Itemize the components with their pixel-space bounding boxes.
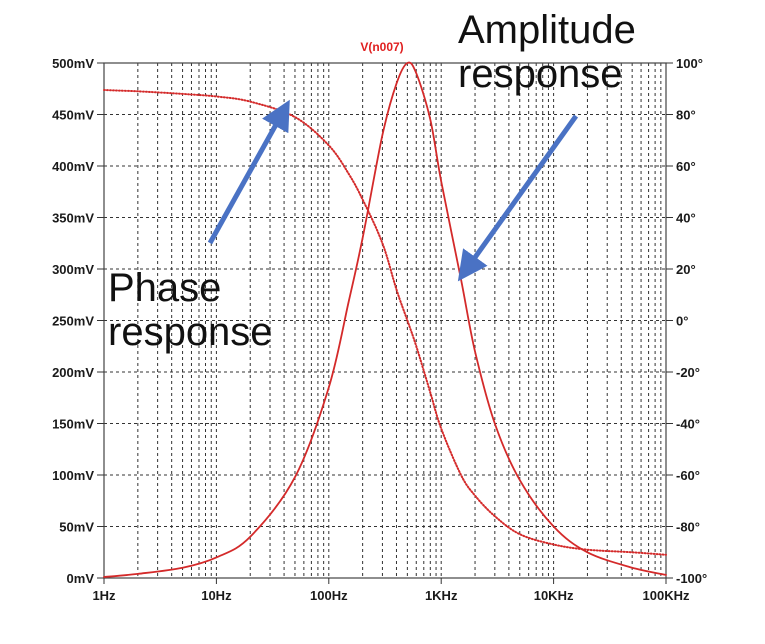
y-left-tick-label: 350mV: [52, 211, 94, 226]
y-right-tick-label: -80°: [676, 520, 700, 535]
x-tick-label: 100KHz: [643, 588, 690, 603]
amplitude-trace: [103, 61, 667, 578]
x-tick-label: 1Hz: [92, 588, 116, 603]
y-right-tick-label: -20°: [676, 365, 700, 380]
annotation-amplitude: Amplitude response: [458, 8, 636, 96]
y-right-tick-label: 40°: [676, 211, 696, 226]
y-right-tick-label: -60°: [676, 468, 700, 483]
phase-arrow: [207, 99, 290, 245]
x-tick-label: 100Hz: [310, 588, 348, 603]
y-right-tick-label: 60°: [676, 159, 696, 174]
annotation-arrows: [207, 99, 579, 282]
amplitude-arrow: [457, 114, 579, 282]
y-left-tick-label: 400mV: [52, 159, 94, 174]
y-left-tick-label: 150mV: [52, 417, 94, 432]
annotation-amplitude-line-1: Amplitude: [458, 8, 636, 52]
axis-ticks: 0mV 50mV 100mV 150mV 200mV 250mV 300mV 350mV 400…: [52, 56, 707, 603]
y-left-tick-label: 50mV: [59, 520, 94, 535]
annotation-phase-line-1: Phase: [108, 266, 222, 310]
y-left-tick-label: 250mV: [52, 314, 94, 329]
y-left-tick-label: 300mV: [52, 262, 94, 277]
y-right-tick-label: 80°: [676, 108, 696, 123]
y-left-tick-label: 100mV: [52, 468, 94, 483]
y-right-tick-label: 100°: [676, 56, 703, 71]
y-right-tick-label: 20°: [676, 262, 696, 277]
annotation-amplitude-line-2: response: [458, 52, 623, 96]
x-tick-label: 1KHz: [425, 588, 458, 603]
y-left-tick-label: 0mV: [67, 571, 95, 586]
phase-trace: [103, 89, 667, 556]
x-tick-label: 10KHz: [534, 588, 574, 603]
data-traces: [103, 61, 667, 578]
annotation-phase: Phase response: [108, 266, 273, 354]
x-tick-label: 10Hz: [201, 588, 232, 603]
annotation-phase-line-2: response: [108, 310, 273, 354]
y-right-tick-label: -100°: [676, 571, 707, 586]
trace-title: V(n007): [360, 40, 403, 54]
y-left-tick-label: 450mV: [52, 108, 94, 123]
y-left-tick-label: 500mV: [52, 56, 94, 71]
y-right-tick-label: 0°: [676, 314, 688, 329]
y-right-tick-label: -40°: [676, 417, 700, 432]
y-left-tick-label: 200mV: [52, 365, 94, 380]
